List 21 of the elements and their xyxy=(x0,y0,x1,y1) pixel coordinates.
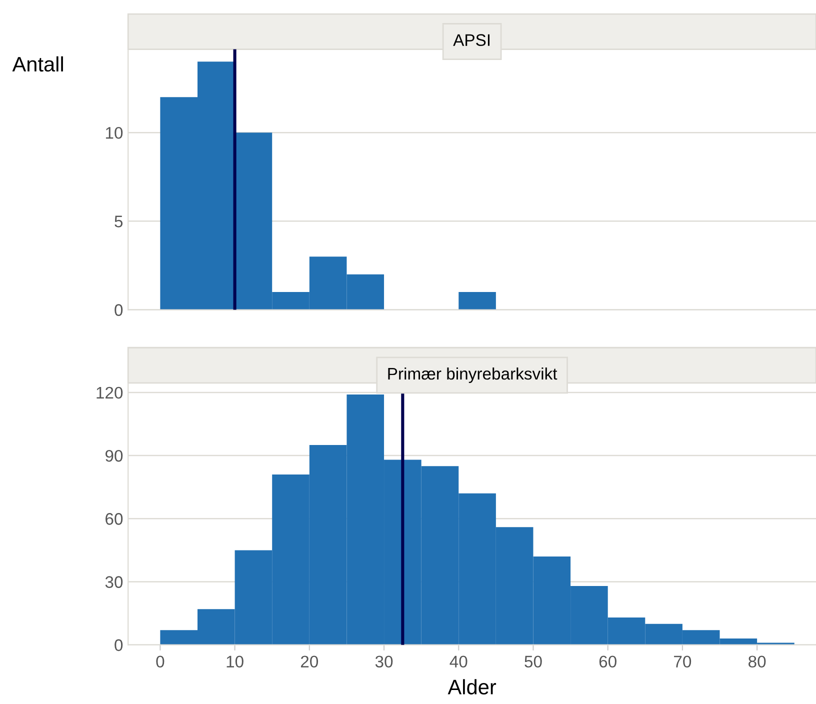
chart-title: Primær binyrebarksvikt xyxy=(388,367,558,383)
y-tick-label: 10 xyxy=(106,126,123,139)
x-tick-label: 0 xyxy=(156,656,164,668)
x-tick-label: 40 xyxy=(450,656,468,668)
x-tick-label: 70 xyxy=(674,656,692,668)
y-tick-label: 120 xyxy=(96,386,123,399)
y-tick-label: 30 xyxy=(105,576,123,588)
y-axis-title: Antall xyxy=(12,56,63,72)
x-tick-label: 80 xyxy=(748,656,766,668)
x-tick-label: 10 xyxy=(226,656,244,668)
x-tick-label: 50 xyxy=(524,656,542,668)
x-tick-label: 60 xyxy=(599,656,616,668)
y-tick-label: 90 xyxy=(105,450,123,462)
y-tick-label: 60 xyxy=(106,513,123,525)
y-tick-label: 5 xyxy=(114,216,123,228)
y-tick-label: 0 xyxy=(114,304,123,316)
y-tick-label: 0 xyxy=(114,639,123,652)
x-tick-label: 30 xyxy=(375,656,393,668)
x-tick-label: 20 xyxy=(300,656,318,668)
chart-title: APSI xyxy=(453,34,490,46)
x-axis-title: Alder xyxy=(448,679,496,694)
